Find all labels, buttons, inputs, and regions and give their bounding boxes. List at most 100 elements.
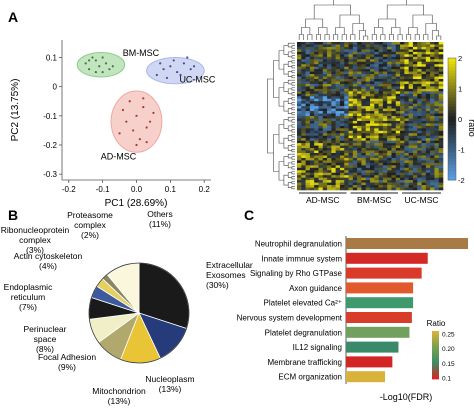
heatmap-cell <box>344 101 349 104</box>
heatmap-cell <box>421 44 427 48</box>
heatmap-cell <box>417 88 422 92</box>
heatmap-cell <box>322 69 328 72</box>
pca-point <box>135 114 138 117</box>
dendrogram-branch <box>397 34 403 40</box>
heatmap-cell <box>404 148 409 151</box>
heatmap-cell <box>395 140 401 144</box>
heatmap-cell <box>331 177 336 181</box>
heatmap-cell <box>352 172 358 176</box>
heatmap-cell <box>297 93 302 97</box>
heatmap-cell <box>387 108 392 112</box>
colorbar-segment <box>448 152 456 156</box>
heatmap-cell <box>322 76 328 80</box>
heatmap-cell <box>374 162 379 166</box>
heatmap-cell <box>322 155 328 159</box>
heatmap-cell <box>395 44 401 48</box>
colorbar-segment <box>448 137 456 141</box>
heatmap-cell <box>425 42 431 45</box>
heatmap-cell <box>404 167 409 171</box>
heatmap-cell <box>357 157 362 161</box>
heatmap-cell <box>331 143 336 146</box>
heatmap-cell <box>370 54 375 58</box>
heatmap-cell <box>318 86 324 90</box>
heatmap-cell <box>400 81 405 85</box>
legend-segment <box>432 371 439 374</box>
bar <box>346 312 412 323</box>
heatmap-cell <box>327 69 332 72</box>
heatmap-cell <box>309 133 315 137</box>
heatmap-cell <box>434 111 440 114</box>
legend-segment <box>432 345 439 348</box>
heatmap-cell <box>434 170 440 174</box>
heatmap-cell <box>297 103 302 107</box>
heatmap-cell <box>387 165 392 169</box>
heatmap-cell <box>318 46 324 50</box>
heatmap-cell <box>382 81 388 85</box>
heatmap-cell <box>301 153 306 156</box>
heatmap-cell <box>387 101 392 104</box>
dendrogram-branch <box>291 70 295 74</box>
heatmap-cell <box>327 185 332 188</box>
heatmap-cell <box>408 71 414 75</box>
pca-ellipse-bm-msc <box>76 52 126 78</box>
heatmap-cell <box>301 96 306 100</box>
heatmap-cell <box>370 88 375 92</box>
heatmap-cell <box>357 155 362 159</box>
heatmap-cell <box>395 96 401 100</box>
heatmap-cell <box>408 130 414 134</box>
heatmap-cell <box>305 83 311 87</box>
heatmap-cell <box>331 81 336 85</box>
colorbar-frame <box>447 57 457 181</box>
heatmap-cell <box>438 86 444 90</box>
heatmap-cell <box>404 135 409 139</box>
heatmap-cell <box>408 44 414 48</box>
heatmap-cell <box>331 91 336 95</box>
heatmap-cell <box>404 175 409 178</box>
heatmap-cell <box>305 123 311 127</box>
heatmap-cell <box>408 113 414 117</box>
heatmap-cell <box>387 138 392 141</box>
heatmap-cell <box>348 64 354 67</box>
heatmap-cell <box>301 86 306 90</box>
heatmap-cell <box>430 145 435 149</box>
heatmap-cell <box>434 103 440 107</box>
heatmap-cell <box>305 143 311 146</box>
heatmap-cell <box>348 69 354 72</box>
heatmap-cell <box>417 128 422 132</box>
heatmap-cell <box>357 182 362 186</box>
pca-point <box>101 56 104 59</box>
heatmap-colorbar: 210-1-2 <box>447 54 465 185</box>
heatmap-cell <box>434 83 440 87</box>
heatmap-cell <box>344 157 349 161</box>
heatmap-cell <box>331 61 336 65</box>
heatmap-cell <box>335 61 341 65</box>
heatmap-cell <box>417 125 422 129</box>
heatmap-cell <box>412 108 418 112</box>
legend-segment <box>432 373 439 376</box>
heatmap-cell <box>352 81 358 85</box>
heatmap-cell <box>417 170 422 174</box>
heatmap-cell <box>374 116 379 119</box>
heatmap-cell <box>327 96 332 100</box>
heatmap-cell <box>301 113 306 117</box>
heatmap-cell <box>365 51 371 55</box>
heatmap-cell <box>370 64 375 67</box>
heatmap-cell <box>314 83 319 87</box>
heatmap-cell <box>434 187 440 191</box>
pca-point <box>189 68 192 71</box>
heatmap-cell <box>348 83 354 87</box>
heatmap-cell <box>339 51 345 55</box>
heatmap-cell <box>382 170 388 174</box>
heatmap-cell <box>352 157 358 161</box>
pca-point <box>145 140 148 144</box>
pca-point <box>162 68 165 71</box>
heatmap-cell <box>339 79 345 82</box>
heatmap-cell <box>378 118 384 122</box>
heatmap-cell <box>297 177 302 181</box>
pca-scatter-plot: -0.2 -0.1 0.0 0.1 0.2 0.10-0.1-0.2-0.3 BM-MS… <box>10 40 216 209</box>
heatmap-cell <box>309 135 315 139</box>
heatmap-cell <box>395 172 401 176</box>
heatmap-cell <box>412 133 418 137</box>
heatmap-cell <box>348 74 354 77</box>
heatmap-cell <box>314 185 319 188</box>
